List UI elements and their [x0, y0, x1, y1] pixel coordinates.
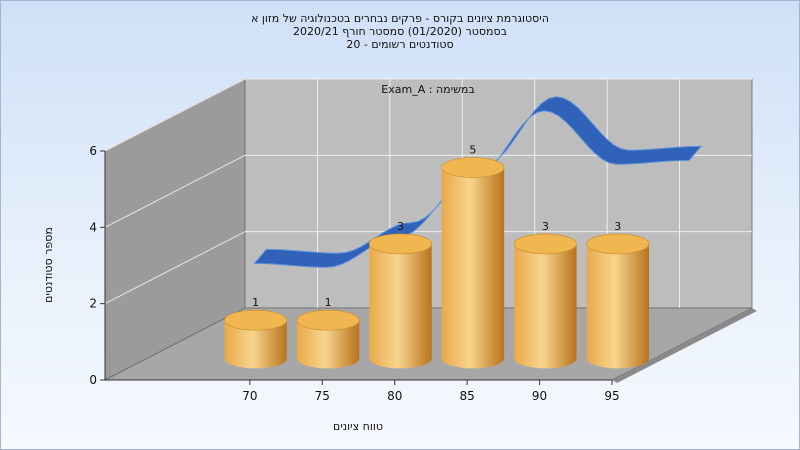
x-tick-label: 95 — [604, 389, 619, 403]
bar-top — [441, 157, 505, 178]
y-tick-label: 6 — [89, 144, 97, 158]
bar-top — [513, 233, 577, 255]
bar-body — [369, 243, 432, 369]
x-tick-label: 75 — [315, 389, 330, 403]
histogram-bar: 1 — [224, 296, 288, 369]
grid-line-side — [104, 154, 246, 228]
y-tick-label: 0 — [89, 373, 97, 387]
x-tick-label: 85 — [460, 389, 475, 403]
chart-title-line-1: היסטוגרמת ציונים בקורס - פרקים נבחרים בט… — [251, 12, 549, 25]
bar-body — [586, 243, 649, 369]
chart-annotation: במשימה : Exam_A — [381, 83, 474, 96]
data-label: 5 — [469, 144, 476, 157]
data-label: 3 — [614, 220, 621, 233]
grid-line-side — [104, 78, 246, 152]
x-tick-label: 90 — [532, 389, 547, 403]
data-label: 3 — [542, 220, 549, 233]
histogram-bar: 3 — [368, 220, 433, 369]
bar-top — [296, 309, 360, 331]
bar-body — [514, 243, 577, 369]
histogram-bar: 1 — [296, 296, 360, 369]
bar-top — [368, 233, 433, 255]
y-tick-label: 2 — [89, 297, 97, 311]
floor-edge — [612, 308, 757, 383]
chart-title-line-3: סטודנטים רשומים - 20 — [346, 38, 453, 51]
histogram-bar: 3 — [586, 220, 650, 369]
histogram-bar: 5 — [441, 144, 505, 369]
x-tick-label: 80 — [387, 389, 402, 403]
histogram-bar: 3 — [513, 220, 577, 369]
bar-body — [224, 320, 287, 369]
bar-body — [296, 320, 360, 369]
grid-line-side — [104, 231, 246, 305]
bar-top — [224, 309, 288, 331]
y-axis-label: מספר סטודנטים — [42, 227, 55, 303]
chart-title-line-2: בסמסטר (01/2020) סמסטר חורף 2020/21 — [293, 25, 507, 38]
x-tick-label: 70 — [242, 389, 257, 403]
data-label: 1 — [252, 296, 259, 309]
bar-top — [586, 233, 650, 255]
data-label: 3 — [397, 220, 404, 233]
y-tick-label: 4 — [89, 220, 97, 234]
data-label: 1 — [325, 296, 332, 309]
bar-body — [441, 167, 505, 369]
x-axis-label: טווח ציונים — [333, 420, 383, 433]
